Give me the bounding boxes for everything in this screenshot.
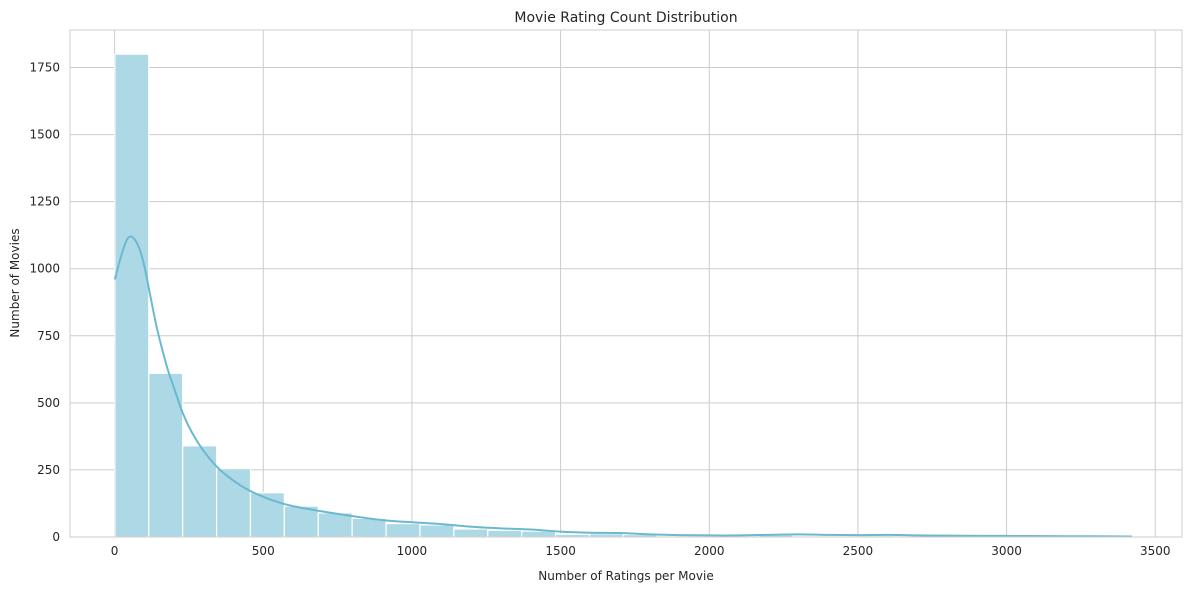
histogram-bar [453,528,489,538]
x-tick-label: 3000 [991,544,1022,558]
y-tick-label: 500 [37,396,60,410]
histogram-bar [215,467,252,538]
x-tick-label: 2500 [843,544,874,558]
y-tick-label: 0 [52,530,60,544]
histogram-bar [249,492,285,538]
y-tick-label: 750 [37,329,60,343]
x-tick-label: 1500 [545,544,576,558]
x-tick-label: 2000 [694,544,725,558]
y-axis-label: Number of Movies [8,228,22,337]
chart-title: Movie Rating Count Distribution [514,10,737,26]
histogram-bar [114,53,150,538]
x-tick-label: 3500 [1140,544,1171,558]
plot-frame [69,29,1183,538]
y-tick-label: 1250 [29,195,60,209]
y-tick-label: 1500 [29,128,60,142]
histogram-bar [385,522,421,538]
y-tick-label: 1000 [29,262,60,276]
x-tick-label: 500 [252,544,275,558]
grid-lines [70,30,1182,538]
x-tick-labels: 0 500 1000 1500 2000 2500 3000 3500 [111,544,1171,558]
y-tick-label: 1750 [29,61,60,75]
histogram-bar [317,512,353,538]
kde-curve [113,235,1132,538]
x-axis-label: Number of Ratings per Movie [538,569,713,583]
x-tick-label: 1000 [397,544,428,558]
histogram-bar [487,529,523,538]
histogram-bar [351,517,387,538]
histogram-bar [521,530,557,538]
plot-background [70,30,1182,537]
x-tick-label: 0 [111,544,119,558]
histogram-bar [419,524,455,538]
y-tick-labels: 0 250 500 750 1000 1250 1500 1750 [29,61,60,544]
histogram-bars [114,53,1133,538]
y-tick-label: 250 [37,463,60,477]
